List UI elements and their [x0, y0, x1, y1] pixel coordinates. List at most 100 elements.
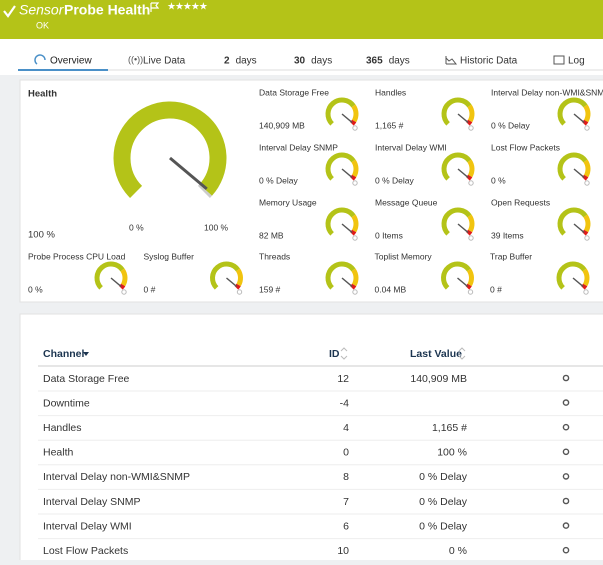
- settings-icon[interactable]: [584, 125, 590, 131]
- gauge-needle: [341, 277, 353, 288]
- sort-icon: [340, 347, 348, 360]
- tab-number: 365: [366, 56, 383, 67]
- gauge-arc: [557, 207, 588, 236]
- tab[interactable]: Overview: [50, 56, 92, 67]
- gauge-max: 100 %: [204, 222, 229, 232]
- gauge-needle: [341, 223, 353, 234]
- tab-icon: [34, 54, 46, 65]
- gauge-arc: [119, 283, 126, 290]
- gauge-arc: [113, 101, 227, 198]
- channel-settings[interactable]: [562, 497, 570, 505]
- gauge-tile[interactable]: Syslog Buffer 0 #: [144, 251, 243, 295]
- settings-icon[interactable]: [468, 235, 474, 241]
- gauge-tile[interactable]: Interval Delay SNMP 0 % Delay: [259, 142, 359, 186]
- tab-number: 30: [294, 56, 306, 67]
- gauge-value: 39 Items: [491, 230, 524, 240]
- gauge-tile[interactable]: Interval Delay non-WMI&SNMP 0 % Delay: [491, 87, 603, 131]
- flag-icon[interactable]: [150, 2, 160, 12]
- gauge-needle: [226, 277, 238, 288]
- settings-icon[interactable]: [352, 125, 358, 131]
- gauge-tile[interactable]: Threads 159 #: [259, 251, 359, 295]
- gauge-needle: [572, 277, 584, 288]
- gauge-arc: [351, 104, 359, 123]
- settings-icon[interactable]: [468, 125, 474, 131]
- gauge-arc: [467, 104, 475, 123]
- tab[interactable]: Live Data: [143, 56, 186, 67]
- channel-settings[interactable]: [562, 374, 570, 382]
- gauge-arc: [197, 184, 212, 198]
- channel-name[interactable]: Health: [43, 447, 74, 459]
- gauge-tile[interactable]: Memory Usage 82 MB: [259, 197, 359, 241]
- channel-name[interactable]: Handles: [43, 422, 82, 434]
- settings-icon[interactable]: [121, 289, 127, 295]
- gauge-tile[interactable]: Trap Buffer 0 #: [490, 251, 590, 295]
- channel-name[interactable]: Downtime: [43, 397, 90, 409]
- gauge-arc: [210, 261, 241, 290]
- gauge-arc: [234, 283, 241, 290]
- gauge-tile[interactable]: Probe Process CPU Load 0 %: [28, 251, 128, 295]
- gauge-arc: [583, 159, 591, 178]
- gauge-arc: [466, 119, 473, 126]
- channel-settings[interactable]: [562, 473, 570, 480]
- channel-settings[interactable]: [562, 522, 570, 529]
- channel-settings[interactable]: [562, 546, 570, 554]
- channel-settings[interactable]: [562, 399, 570, 406]
- gauge-tile[interactable]: Toplist Memory 0.04 MB: [375, 251, 474, 295]
- tab[interactable]: 30 days: [294, 56, 332, 67]
- ok-check: [3, 5, 16, 18]
- column-header[interactable]: Channel: [43, 348, 85, 360]
- tab[interactable]: 2 days: [224, 56, 257, 67]
- gauge-arc: [557, 97, 588, 126]
- settings-icon[interactable]: [236, 289, 243, 295]
- gauge-value: 0 #: [144, 284, 156, 294]
- settings-icon[interactable]: [352, 180, 358, 186]
- channel-name[interactable]: Interval Delay SNMP: [43, 496, 140, 508]
- tab[interactable]: Historic Data: [460, 56, 518, 67]
- settings-icon[interactable]: [583, 289, 589, 295]
- settings-icon[interactable]: [468, 180, 474, 186]
- gauge-arc: [441, 207, 472, 236]
- gauge-value: 0 % Delay: [491, 120, 530, 130]
- channel-name[interactable]: Data Storage Free: [43, 373, 130, 385]
- sort-icon: [83, 352, 89, 356]
- channel-settings[interactable]: [562, 423, 570, 431]
- tab[interactable]: Log: [568, 56, 585, 67]
- settings-icon[interactable]: [467, 289, 474, 295]
- gauge-tile[interactable]: Lost Flow Packets 0 %: [491, 142, 591, 186]
- tab[interactable]: 365 days: [366, 56, 410, 67]
- gauge-arc: [466, 229, 473, 236]
- gauge-tile[interactable]: Interval Delay WMI 0 % Delay: [375, 142, 475, 186]
- gauge-arc: [350, 283, 357, 290]
- gauge-tile[interactable]: Data Storage Free 140,909 MB: [259, 87, 359, 131]
- gauge-arc: [235, 268, 243, 287]
- tab-label: days: [311, 56, 332, 67]
- gauge-arc: [582, 229, 589, 236]
- table-row: Handles 4 1,165 #: [38, 422, 603, 441]
- gauge-name: Open Requests: [491, 197, 550, 207]
- settings-icon[interactable]: [352, 289, 358, 295]
- settings-icon[interactable]: [584, 235, 590, 241]
- priority-stars[interactable]: ★★★★★: [167, 2, 209, 13]
- channel-name[interactable]: Lost Flow Packets: [43, 545, 128, 557]
- table-row: Interval Delay WMI 6 0 % Delay: [38, 520, 603, 540]
- channel-name[interactable]: Interval Delay WMI: [43, 520, 132, 532]
- gauge-tile[interactable]: Handles 1,165 #: [375, 87, 475, 131]
- tab-label: Historic Data: [460, 56, 518, 67]
- gauge-arc: [466, 268, 474, 287]
- gauge-name: Threads: [259, 251, 290, 261]
- gauge-tile[interactable]: Open Requests 39 Items: [491, 197, 591, 241]
- channel-settings[interactable]: [562, 448, 570, 456]
- settings-icon[interactable]: [352, 235, 358, 241]
- gauge-needle: [457, 223, 469, 234]
- channel-name[interactable]: Interval Delay non-WMI&SNMP: [43, 471, 190, 483]
- gauge-tile[interactable]: Message Queue 0 Items: [375, 197, 475, 241]
- gauge-needle: [341, 168, 353, 179]
- gauge-value: 0 %: [28, 284, 43, 294]
- gauge-needle: [573, 223, 585, 234]
- gauge-arc: [467, 214, 475, 233]
- tab-icon: ((•)): [128, 54, 143, 64]
- column-header[interactable]: ID: [329, 348, 340, 360]
- tab-label: Live Data: [143, 56, 186, 67]
- settings-icon[interactable]: [584, 180, 590, 186]
- column-header[interactable]: Last Value: [410, 348, 462, 360]
